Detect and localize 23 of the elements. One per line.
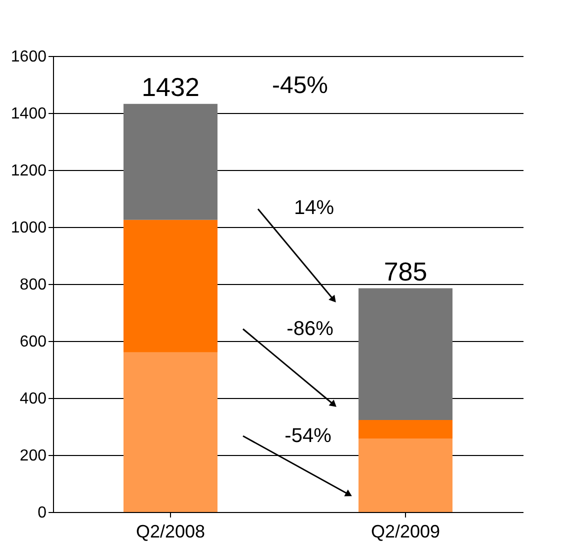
bar (124, 352, 218, 512)
y-tick-label: 0 (38, 504, 47, 522)
y-tick-label: 400 (20, 390, 47, 408)
annotation: -54% (284, 425, 332, 447)
y-tick-label: 1200 (10, 162, 47, 180)
annotation: 14% (294, 197, 334, 219)
bar (358, 288, 452, 420)
y-tick-label: 800 (20, 276, 47, 294)
bar (124, 104, 218, 220)
bar (358, 438, 452, 512)
y-tick-label: 600 (20, 334, 47, 350)
x-tick-label: Q2/2009 (370, 522, 440, 542)
y-tick-label: 1400 (10, 106, 47, 122)
y-tick-label: 1600 (10, 48, 47, 66)
total-label: 1432 (142, 72, 200, 102)
annotation: -45% (272, 72, 328, 99)
bar (358, 420, 452, 438)
bar (124, 220, 218, 352)
y-tick-label: 1000 (10, 220, 47, 236)
x-tick-label: Q2/2008 (136, 522, 206, 542)
annotation: -86% (286, 318, 334, 340)
y-tick-label: 200 (20, 448, 47, 464)
total-label: 785 (384, 256, 428, 286)
